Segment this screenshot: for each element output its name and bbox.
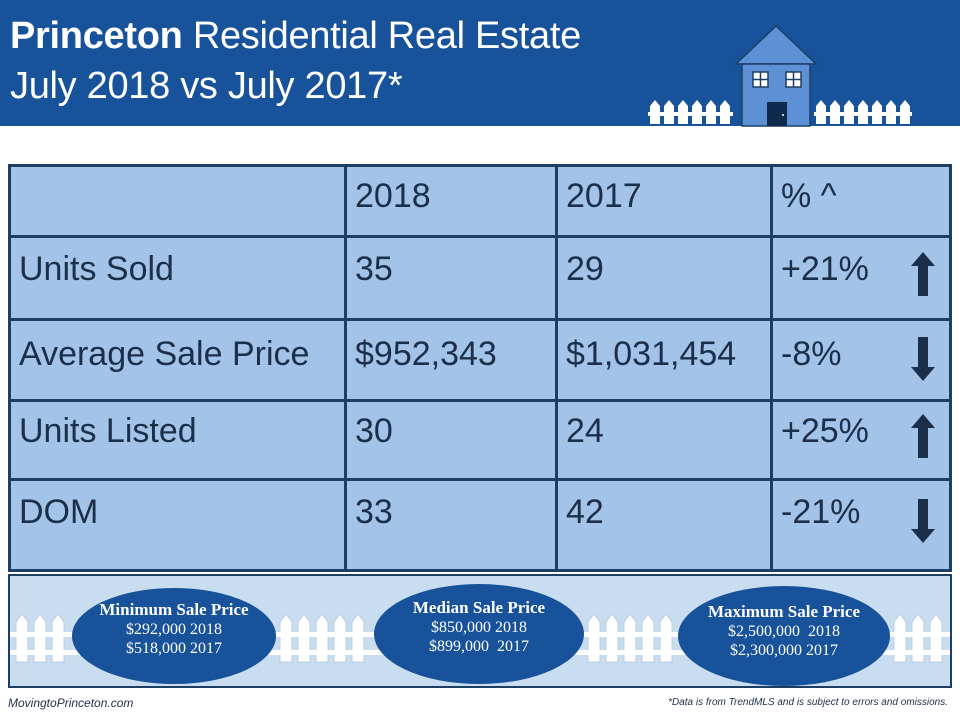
table-row: Units Listed 30 24 +25% [8,399,952,481]
minimum-sale-price-2017: $518,000 2017 [126,640,222,657]
header-cell-2017: 2017 [555,164,773,238]
percent-change: +25% [781,412,869,450]
page-title: Princeton Residential Real Estate [10,14,581,58]
percent-change-cell: -8% [770,318,952,402]
row-label: Units Sold [8,235,347,321]
stats-table: 2018 2017 % ^ Units Sold 35 29 +21% Aver… [8,164,952,572]
percent-change: -8% [781,335,842,373]
median-sale-price-2017: $899,000 2017 [429,638,529,655]
value-2018: $952,343 [344,318,558,402]
percent-change-cell: +25% [770,399,952,481]
table-row: DOM 33 42 -21% [8,478,952,572]
title-rest: Residential Real Estate [182,15,581,57]
table-row: Average Sale Price $952,343 $1,031,454 -… [8,318,952,402]
website-link[interactable]: MovingtoPrinceton.com [8,696,134,710]
row-label: Units Listed [8,399,347,481]
percent-change-cell: +21% [770,235,952,321]
percent-change: -21% [781,493,861,531]
percent-change: +21% [781,250,869,288]
value-2018: 30 [344,399,558,481]
value-2017: $1,031,454 [555,318,773,402]
data-disclaimer: *Data is from TrendMLS and is subject to… [668,697,948,708]
median-sale-price-title: Median Sale Price [412,598,546,617]
maximum-sale-price-2017: $2,300,000 2017 [730,642,838,659]
minimum-sale-price-2018: $292,000 2018 [126,621,222,638]
up-arrow-icon [911,252,935,296]
title-city: Princeton [10,15,183,57]
median-sale-price-2018: $850,000 2018 [431,619,527,636]
down-arrow-icon [911,499,935,543]
maximum-sale-price-title: Maximum Sale Price [707,602,860,621]
row-label: Average Sale Price [8,318,347,402]
value-2018: 35 [344,235,558,321]
header-banner: Princeton Residential Real Estate July 2… [0,0,960,127]
header-cell-percent-change: % ^ [770,164,952,238]
value-2017: 24 [555,399,773,481]
header-cell-empty [8,164,347,238]
page-subtitle: July 2018 vs July 2017* [10,65,403,107]
row-label: DOM [8,478,347,572]
minimum-sale-price-badge: Minimum Sale Price $292,000 2018 $518,00… [72,588,276,684]
maximum-sale-price-2018: $2,500,000 2018 [728,623,840,640]
value-2017: 29 [555,235,773,321]
minimum-sale-price-title: Minimum Sale Price [99,600,249,619]
house-fence-illustration [648,24,912,127]
value-2017: 42 [555,478,773,572]
percent-change-cell: -21% [770,478,952,572]
maximum-sale-price-badge: Maximum Sale Price $2,500,000 2018 $2,30… [678,586,890,686]
median-sale-price-badge: Median Sale Price $850,000 2018 $899,000… [374,584,584,684]
price-summary-panel: Minimum Sale Price $292,000 2018 $518,00… [8,574,952,688]
up-arrow-icon [911,414,935,458]
fence-icon [648,100,912,124]
header-cell-2018: 2018 [344,164,558,238]
down-arrow-icon [911,337,935,381]
table-row: Units Sold 35 29 +21% [8,235,952,321]
table-header-row: 2018 2017 % ^ [8,164,952,238]
value-2018: 33 [344,478,558,572]
house-icon [734,24,818,127]
